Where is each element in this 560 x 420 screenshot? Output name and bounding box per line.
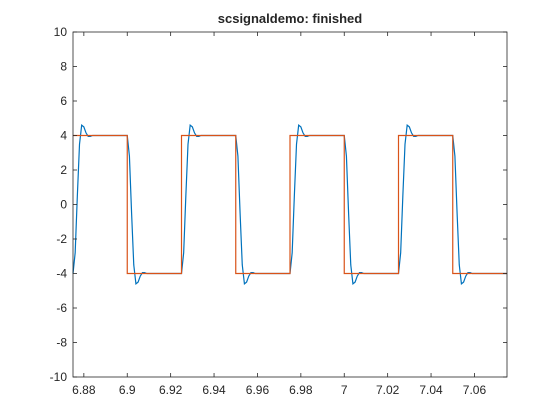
y-tick-label: -10 <box>50 370 68 384</box>
y-tick-label: -2 <box>56 232 67 246</box>
x-tick-label: 6.88 <box>72 383 96 397</box>
y-tick-label: -8 <box>56 336 67 350</box>
y-tick-label: 6 <box>60 94 67 108</box>
x-tick-label: 6.96 <box>246 383 270 397</box>
x-tick-label: 6.98 <box>289 383 313 397</box>
x-tick-label: 7 <box>341 383 348 397</box>
y-tick-label: 8 <box>60 60 67 74</box>
x-tick-label: 6.94 <box>202 383 226 397</box>
x-tick-label: 6.92 <box>159 383 183 397</box>
y-tick-label: 0 <box>60 198 67 212</box>
y-tick-label: -4 <box>56 267 67 281</box>
y-tick-label: 4 <box>60 129 67 143</box>
y-tick-label: 10 <box>54 25 68 39</box>
x-tick-label: 6.9 <box>119 383 136 397</box>
data-line <box>73 134 507 275</box>
y-tick-label: 2 <box>60 163 67 177</box>
chart-title: scsignaldemo: finished <box>218 11 363 26</box>
y-tick-label: -6 <box>56 301 67 315</box>
x-tick-label: 7.02 <box>376 383 400 397</box>
x-tick-label: 7.04 <box>419 383 443 397</box>
x-tick-label: 7.06 <box>463 383 487 397</box>
